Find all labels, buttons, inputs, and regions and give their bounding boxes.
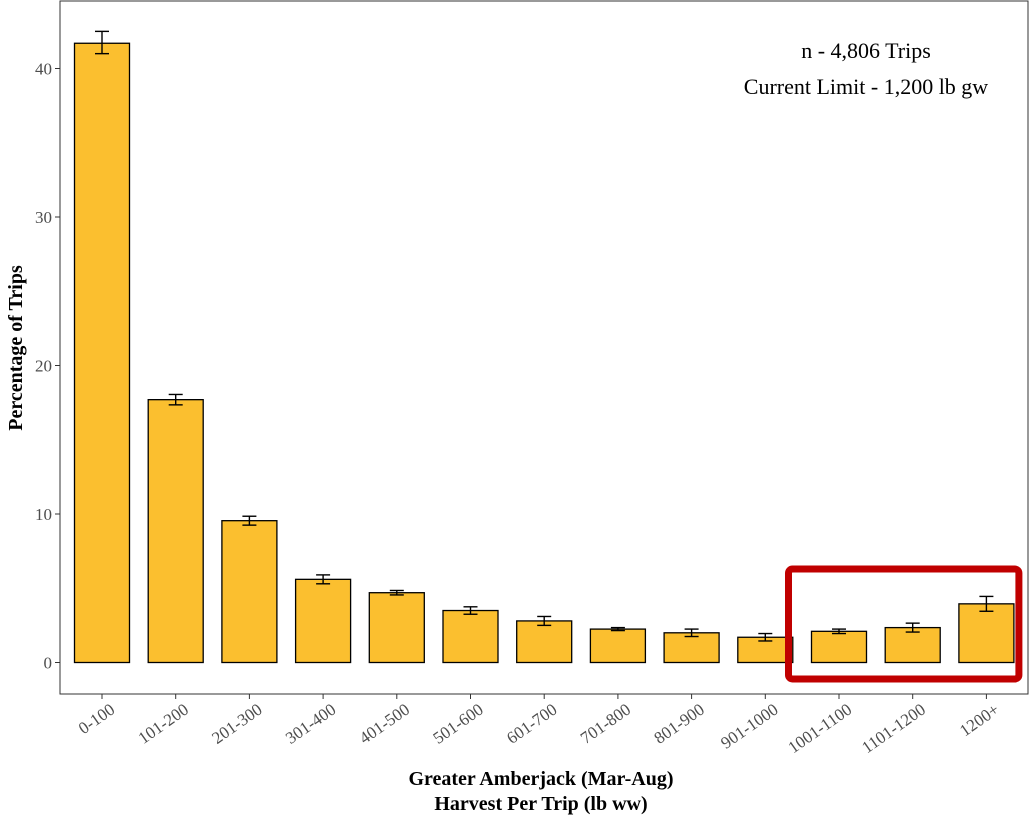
x-tick-label: 1200+ <box>956 700 1003 741</box>
y-axis: 0 10 20 30 40 <box>35 60 60 673</box>
bar <box>589 628 647 664</box>
plot-panel <box>59 0 1029 695</box>
bar <box>810 630 868 664</box>
x-tick-label: 201-300 <box>208 700 265 748</box>
x-axis-title-line-2: Harvest Per Trip (lb ww) <box>434 793 647 815</box>
highlight-box-group <box>785 565 1023 683</box>
bar <box>442 609 499 664</box>
bar <box>368 592 425 664</box>
y-axis-title: Percentage of Trips <box>5 265 27 431</box>
y-tick-label: 0 <box>44 654 53 673</box>
bar <box>73 42 131 664</box>
highlight-box <box>785 565 1023 683</box>
x-tick-label: 901-1000 <box>717 700 781 753</box>
bar <box>663 632 720 664</box>
y-tick-label: 10 <box>35 505 52 524</box>
y-tick-label: 30 <box>35 208 52 227</box>
x-tick-label: 101-200 <box>135 700 192 748</box>
y-tick-label: 20 <box>35 357 52 376</box>
x-axis: 0-100 101-200 201-300 301-400 401-500 501-600… <box>75 694 1003 757</box>
bar <box>958 603 1015 664</box>
x-tick-label: 0-100 <box>75 700 118 738</box>
bar <box>884 626 941 664</box>
bar <box>147 399 204 664</box>
annotation-current-limit: Current Limit - 1,200 lb gw <box>744 74 989 99</box>
y-tick-label: 40 <box>35 60 52 79</box>
x-axis-title-line-1: Greater Amberjack (Mar-Aug) <box>408 768 673 790</box>
x-tick-label: 701-800 <box>577 700 634 748</box>
x-tick-label: 1101-1200 <box>858 700 929 757</box>
x-tick-label: 801-900 <box>651 700 708 748</box>
x-tick-label: 1001-1100 <box>785 700 856 757</box>
bar <box>294 578 352 664</box>
bar <box>221 520 278 664</box>
error-bars-group <box>95 30 994 642</box>
bar <box>516 620 573 664</box>
x-tick-label: 401-500 <box>356 700 413 748</box>
x-tick-label: 301-400 <box>282 700 339 748</box>
x-tick-label: 501-600 <box>429 700 486 748</box>
x-tick-label: 601-700 <box>503 700 560 748</box>
annotation-sample-size: n - 4,806 Trips <box>801 38 931 63</box>
bars-group <box>73 42 1015 664</box>
